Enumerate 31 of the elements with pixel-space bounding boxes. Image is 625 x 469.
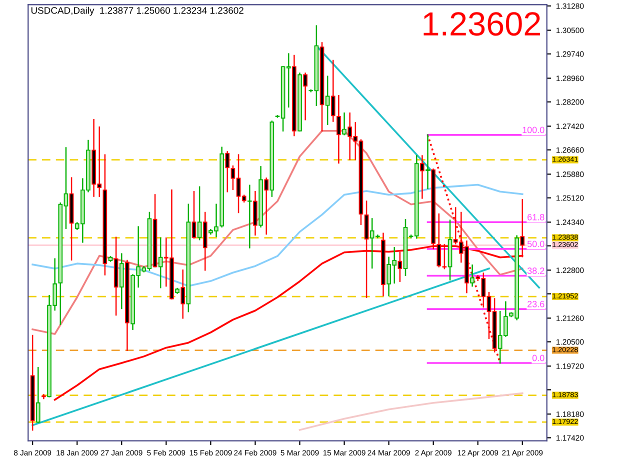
candlestick [197, 186, 202, 240]
series-label: 100.0 [522, 126, 544, 134]
candlestick [180, 270, 186, 319]
series-label: 50.0 [527, 240, 544, 248]
annotation: 1.23602 [424, 12, 540, 36]
chart-title: USDCAD,Daily 1.23877 1.25060 1.23234 1.23602 [31, 6, 244, 16]
candlestick [119, 253, 124, 310]
candlestick [470, 264, 474, 287]
candlestick [253, 190, 258, 236]
candlestick [264, 178, 269, 235]
candlestick [158, 237, 163, 288]
candlestick [336, 95, 341, 164]
candlestick [342, 112, 346, 136]
series-label: 38.2 [527, 268, 544, 274]
candlestick [330, 60, 336, 122]
series-label: 61.8 [528, 214, 544, 220]
line-series [298, 392, 524, 431]
series-label: 0.0 [532, 354, 544, 362]
candlestick [225, 151, 230, 192]
line-series [32, 130, 524, 335]
candlestick [36, 367, 40, 423]
candlestick [303, 72, 308, 120]
candlestick [420, 155, 424, 199]
candlestick [398, 252, 402, 282]
candlestick [426, 134, 430, 190]
series-label: 23.6 [528, 300, 544, 308]
candlestick [325, 76, 330, 125]
candlestick [192, 190, 196, 239]
candlestick [42, 394, 46, 400]
candlestick [247, 184, 252, 248]
line-series [32, 184, 524, 287]
